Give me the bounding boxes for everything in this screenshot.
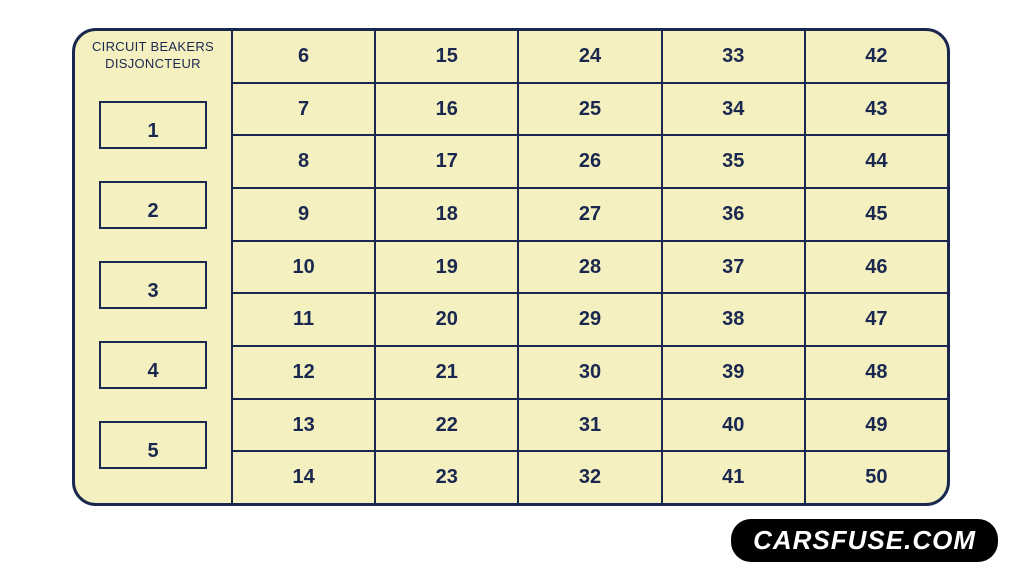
breaker-box-4: 4 [99,341,207,389]
grid-cell: 12 [233,347,374,400]
grid-cell: 41 [663,452,804,503]
grid-cell: 38 [663,294,804,347]
grid-cell: 16 [376,84,517,137]
grid-cell: 35 [663,136,804,189]
grid-cell: 21 [376,347,517,400]
grid-cell: 7 [233,84,374,137]
grid-cell: 31 [519,400,660,453]
grid-cell: 45 [806,189,947,242]
grid-cell: 28 [519,242,660,295]
grid-cell: 34 [663,84,804,137]
grid-cell: 46 [806,242,947,295]
header-labels: CIRCUIT BEAKERS DISJONCTEUR [75,39,231,73]
grid-cell: 9 [233,189,374,242]
grid-col-1: 6 7 8 9 10 11 12 13 14 [233,31,376,503]
watermark: CARSFUSE.COM [731,519,998,562]
fuse-diagram: CIRCUIT BEAKERS DISJONCTEUR 1 2 3 4 5 6 … [72,28,950,506]
grid-col-5: 42 43 44 45 46 47 48 49 50 [806,31,947,503]
grid-cell: 33 [663,31,804,84]
breaker-box-2: 2 [99,181,207,229]
breaker-box-5: 5 [99,421,207,469]
grid-cell: 27 [519,189,660,242]
grid-cell: 47 [806,294,947,347]
header-line2: DISJONCTEUR [75,56,231,73]
grid-cell: 36 [663,189,804,242]
grid-cell: 15 [376,31,517,84]
grid-cell: 22 [376,400,517,453]
grid-cell: 24 [519,31,660,84]
grid-cell: 49 [806,400,947,453]
grid-cell: 23 [376,452,517,503]
grid-cell: 50 [806,452,947,503]
grid-cell: 37 [663,242,804,295]
grid-cell: 17 [376,136,517,189]
grid-cell: 39 [663,347,804,400]
grid-cell: 32 [519,452,660,503]
grid-cell: 29 [519,294,660,347]
breaker-box-1: 1 [99,101,207,149]
grid-cell: 25 [519,84,660,137]
grid-cell: 30 [519,347,660,400]
breaker-boxes: 1 2 3 4 5 [75,85,231,503]
grid-cell: 11 [233,294,374,347]
grid-cell: 48 [806,347,947,400]
grid-col-3: 24 25 26 27 28 29 30 31 32 [519,31,662,503]
grid-cell: 14 [233,452,374,503]
grid-cell: 6 [233,31,374,84]
grid-col-4: 33 34 35 36 37 38 39 40 41 [663,31,806,503]
grid-cell: 26 [519,136,660,189]
grid-cell: 13 [233,400,374,453]
grid-cell: 20 [376,294,517,347]
grid-cell: 19 [376,242,517,295]
grid-cell: 44 [806,136,947,189]
grid-cell: 42 [806,31,947,84]
left-panel: CIRCUIT BEAKERS DISJONCTEUR 1 2 3 4 5 [75,31,233,503]
grid-col-2: 15 16 17 18 19 20 21 22 23 [376,31,519,503]
grid-cell: 40 [663,400,804,453]
grid-cell: 18 [376,189,517,242]
grid-panel: 6 7 8 9 10 11 12 13 14 15 16 17 18 19 20… [233,31,947,503]
grid-cell: 43 [806,84,947,137]
grid-cell: 10 [233,242,374,295]
grid-cell: 8 [233,136,374,189]
header-line1: CIRCUIT BEAKERS [75,39,231,56]
breaker-box-3: 3 [99,261,207,309]
